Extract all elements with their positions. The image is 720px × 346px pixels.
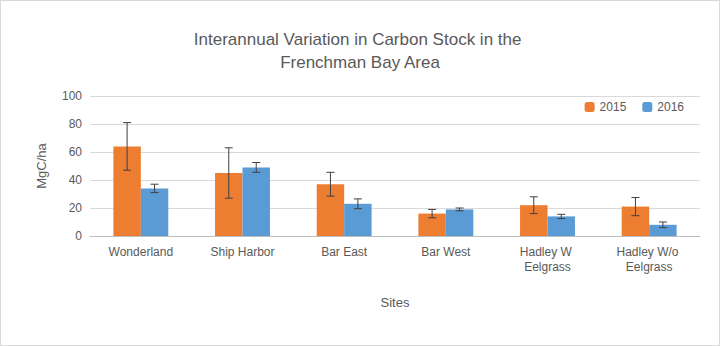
svg-text:Bar West: Bar West xyxy=(421,245,471,259)
svg-text:80: 80 xyxy=(69,117,83,131)
svg-text:Wonderland: Wonderland xyxy=(109,245,174,259)
svg-text:Interannual Variation in Carbo: Interannual Variation in Carbon Stock in… xyxy=(194,30,526,49)
svg-text:20: 20 xyxy=(69,201,83,215)
svg-text:Hadley W/o: Hadley W/o xyxy=(616,245,681,259)
svg-text:Hadley W: Hadley W xyxy=(520,245,575,259)
svg-text:Eelgrass: Eelgrass xyxy=(626,260,673,274)
svg-text:Eelgrass: Eelgrass xyxy=(524,260,571,274)
svg-text:0: 0 xyxy=(75,229,82,243)
svg-text:MgC/ha: MgC/ha xyxy=(34,142,49,188)
svg-text:Ship Harbor: Ship Harbor xyxy=(210,245,274,259)
svg-text:Frenchman Bay Area: Frenchman Bay Area xyxy=(280,53,440,72)
svg-text:2015: 2015 xyxy=(600,100,627,114)
svg-text:100: 100 xyxy=(62,89,82,103)
svg-text:40: 40 xyxy=(69,173,83,187)
svg-text:Bar East: Bar East xyxy=(321,245,368,259)
svg-text:Sites: Sites xyxy=(381,295,410,310)
svg-text:60: 60 xyxy=(69,145,83,159)
svg-text:2016: 2016 xyxy=(657,100,684,114)
